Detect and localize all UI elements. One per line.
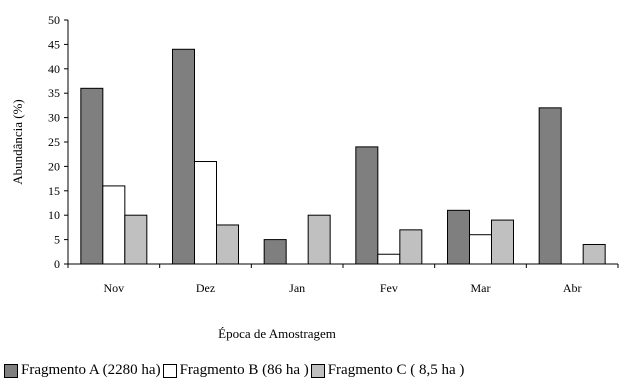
y-axis-title: Abundância (%) — [10, 99, 25, 185]
legend: Fragmento A (2280 ha) Fragmento B (86 ha… — [4, 362, 466, 379]
x-tick-label: Abr — [563, 281, 582, 295]
y-tick-label: 50 — [48, 13, 60, 27]
bar-dez-series-2 — [194, 161, 217, 265]
x-ticks-group: Nov Dez Jan Fev Mar Abr — [67, 264, 619, 295]
bars-group — [80, 48, 606, 265]
legend-swatch-b — [162, 363, 177, 378]
y-tick-label: 30 — [48, 111, 60, 125]
bar-mar-series-3 — [491, 219, 514, 265]
bar-mar-series-2 — [469, 234, 492, 265]
legend-item-fragmento-c: Fragmento C ( 8,5 ha ) — [310, 362, 465, 379]
y-ticks-group: 0 5 10 15 20 25 30 35 40 45 50 — [48, 13, 68, 271]
y-tick-label: 15 — [48, 184, 60, 198]
bar-dez-series-3 — [216, 224, 239, 265]
x-tick-label: Mar — [471, 281, 491, 295]
legend-item-fragmento-a: Fragmento A (2280 ha) — [4, 362, 161, 379]
bar-fev-series-2 — [377, 253, 401, 265]
y-tick-label: 0 — [54, 257, 60, 271]
bar-dez-series-1 — [172, 48, 195, 265]
bar-nov-series-2 — [102, 185, 126, 265]
bar-abr-series-3 — [582, 243, 606, 265]
bar-nov-series-3 — [124, 214, 148, 265]
bar-abr-series-1 — [538, 107, 562, 265]
x-tick-label: Dez — [196, 281, 215, 295]
x-tick-label: Fev — [380, 281, 398, 295]
legend-label-b: Fragmento B (86 ha ) — [179, 362, 309, 378]
y-tick-label: 25 — [48, 135, 60, 149]
y-tick-label: 10 — [48, 208, 60, 222]
bar-mar-series-1 — [447, 209, 470, 265]
legend-item-fragmento-b: Fragmento B (86 ha ) — [162, 362, 309, 379]
legend-label-c: Fragmento C ( 8,5 ha ) — [327, 362, 465, 378]
legend-label-a: Fragmento A (2280 ha) — [21, 362, 161, 378]
x-tick-label: Jan — [289, 281, 305, 295]
y-tick-label: 35 — [48, 86, 60, 100]
x-axis-title: Época de Amostragem — [218, 326, 336, 341]
x-tick-label: Nov — [103, 281, 124, 295]
legend-swatch-a — [4, 363, 18, 378]
bar-jan-series-1 — [263, 239, 287, 265]
bar-fev-series-3 — [399, 229, 423, 265]
y-tick-label: 20 — [48, 159, 60, 173]
y-tick-label: 5 — [54, 233, 60, 247]
y-tick-label: 45 — [48, 37, 60, 51]
bar-nov-series-1 — [80, 87, 104, 265]
bar-fev-series-1 — [355, 146, 379, 265]
y-tick-label: 40 — [48, 62, 60, 76]
bar-jan-series-3 — [307, 214, 331, 265]
legend-swatch-c — [310, 363, 325, 378]
